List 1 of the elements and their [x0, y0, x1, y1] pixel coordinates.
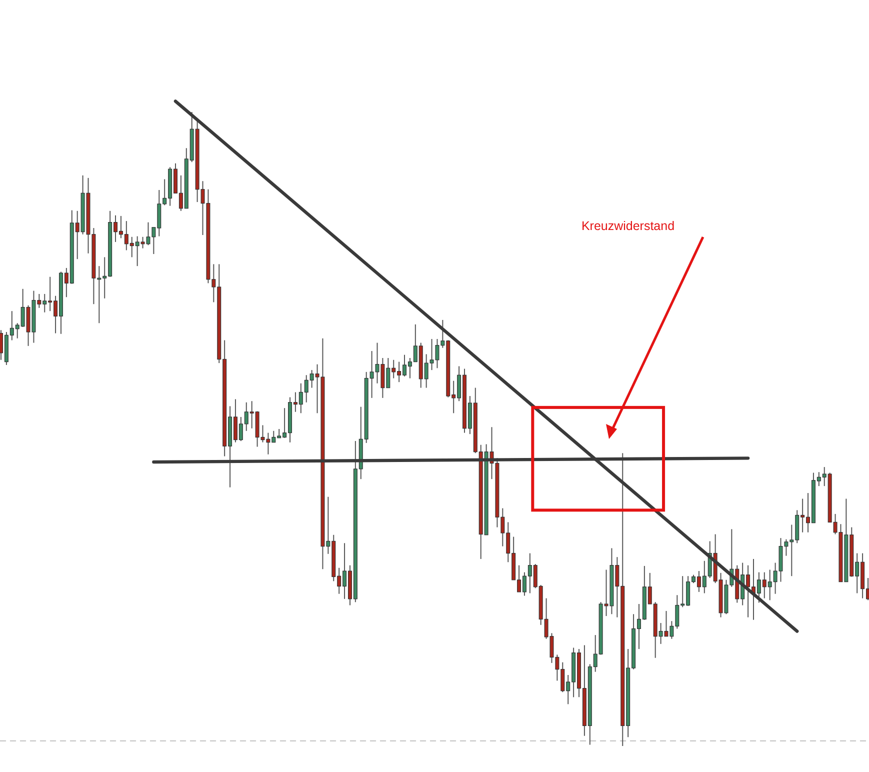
- annotation: Kreuzwiderstand: [581, 219, 675, 233]
